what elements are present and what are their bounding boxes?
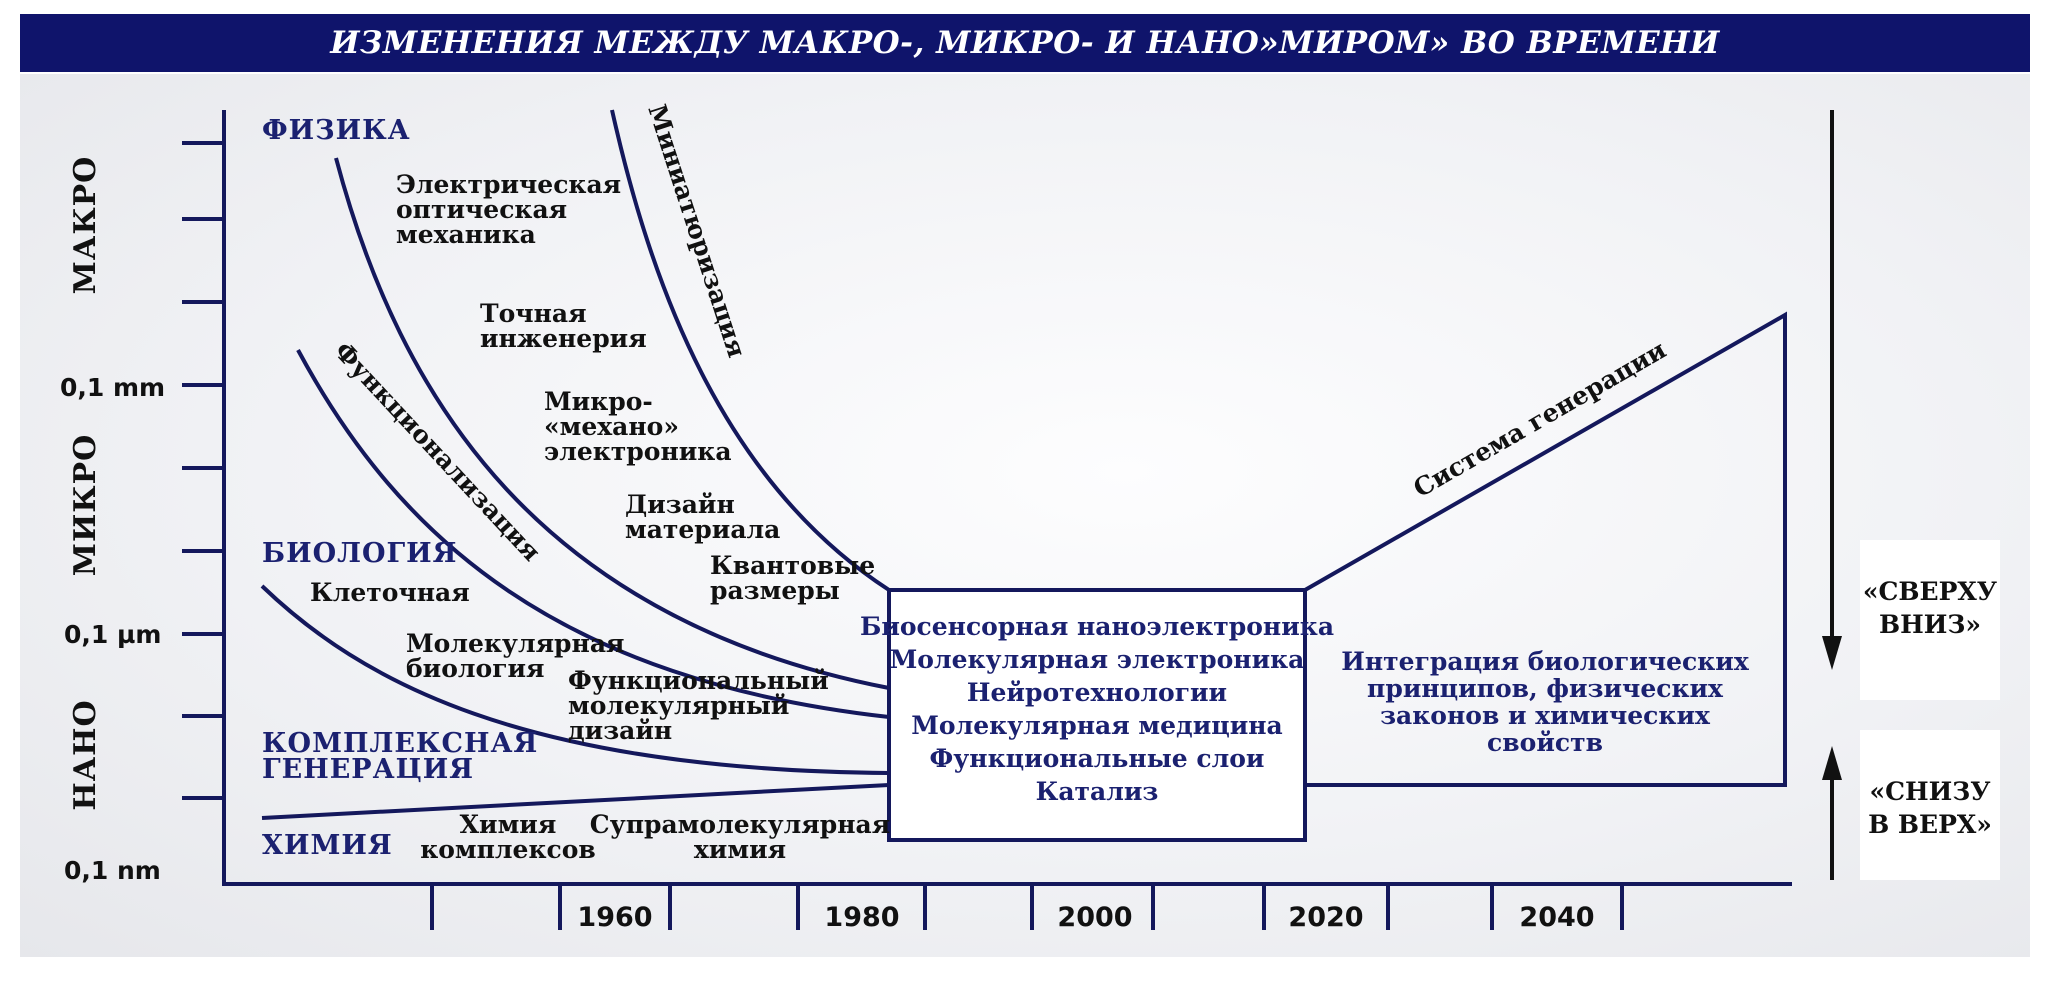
label-design: Дизайн — [625, 490, 735, 519]
category-biology: БИОЛОГИЯ — [262, 538, 457, 569]
direction-bottom-up: «СНИЗУ — [1869, 777, 1990, 806]
y-ticks — [182, 141, 224, 800]
direction-top-down: ВНИЗ» — [1879, 610, 1981, 639]
label-precision: Точная — [480, 299, 587, 328]
label-molbio: Молекулярная — [406, 629, 624, 658]
physics-curve — [334, 157, 890, 690]
label-cellular: Клеточная — [310, 578, 470, 607]
zone-micro: МИКРО — [68, 434, 103, 577]
year-label: 2020 — [1288, 902, 1363, 933]
label-electric: Электрическая — [396, 170, 621, 199]
scale-um: 0,1 µm — [64, 620, 161, 649]
center-box — [887, 588, 1307, 842]
zone-nano: НАНО — [68, 699, 103, 810]
label-quantum: Квантовые — [710, 551, 875, 580]
direction-bottom-up: В ВЕРХ» — [1868, 810, 1992, 839]
label-supramolecular: химия — [694, 835, 786, 864]
curve-label-generation: Система генерации — [1409, 335, 1671, 503]
center-box-item: Функциональные слои — [930, 744, 1265, 773]
center-box-item: Молекулярная медицина — [911, 711, 1283, 740]
integration-text: принципов, физических — [1367, 674, 1724, 703]
label-molbio: биология — [406, 654, 545, 683]
zone-macro: МАКРО — [68, 156, 103, 295]
diagram-title: ИЗМЕНЕНИЯ МЕЖДУ МАКРО-, МИКРО- И НАНО»МИ… — [20, 14, 2030, 72]
bottom-up-arrow — [1822, 746, 1842, 880]
miniaturization-curve — [610, 109, 891, 592]
label-func-design: молекулярный — [568, 691, 789, 720]
label-precision: инженерия — [480, 324, 647, 353]
curves — [260, 109, 1787, 820]
label-electric: оптическая — [396, 195, 567, 224]
label-micro-mechano: Микро- — [544, 387, 653, 416]
label-design: материала — [625, 515, 780, 544]
top-down-label-bg — [1860, 540, 2000, 700]
chemistry-line — [261, 783, 890, 820]
label-chem-complex: комплексов — [420, 835, 596, 864]
x-ticks — [430, 884, 1624, 930]
center-box-item: Катализ — [1036, 777, 1159, 806]
integration-text: законов и химических — [1380, 701, 1711, 730]
curve-label-miniaturization: Миниатюризация — [642, 101, 751, 361]
label-func-design: дизайн — [568, 716, 672, 745]
category-complex: КОМПЛЕКСНАЯ — [262, 728, 538, 759]
generation-shape — [1304, 311, 1787, 787]
center-box-item: Молекулярная электроника — [890, 645, 1305, 674]
label-func-design: Функциональный — [568, 666, 829, 695]
top-down-arrow — [1822, 110, 1842, 670]
label-quantum: размеры — [710, 576, 840, 605]
category-complex: ГЕНЕРАЦИЯ — [262, 754, 474, 785]
bottom-up-label-bg — [1860, 730, 2000, 880]
functionalization-curve — [296, 349, 890, 719]
integration-text: Интеграция биологических — [1341, 647, 1750, 676]
center-box-item: Нейротехнологии — [967, 678, 1227, 707]
year-label: 2040 — [1519, 902, 1594, 933]
center-box-item: Биосенсорная наноэлектроника — [860, 612, 1334, 641]
scale-nm: 0,1 nm — [64, 856, 161, 885]
year-label: 1980 — [824, 902, 899, 933]
year-label: 1960 — [577, 902, 652, 933]
integration-text: свойств — [1487, 728, 1603, 757]
category-physics: ФИЗИКА — [262, 115, 411, 146]
biology-curve — [260, 584, 890, 775]
category-chemistry: ХИМИЯ — [262, 830, 393, 861]
label-supramolecular: Супрамолекулярная — [590, 810, 890, 839]
label-micro-mechano: «механо» — [544, 412, 679, 441]
direction-top-down: «СВЕРХУ — [1863, 577, 1997, 606]
label-micro-mechano: электроника — [544, 437, 732, 466]
year-label: 2000 — [1057, 902, 1132, 933]
arrow-down-icon — [1822, 636, 1842, 670]
label-electric: механика — [396, 220, 536, 249]
scale-mm: 0,1 mm — [60, 373, 165, 402]
arrow-up-icon — [1822, 746, 1842, 780]
label-chem-complex: Химия — [460, 810, 557, 839]
